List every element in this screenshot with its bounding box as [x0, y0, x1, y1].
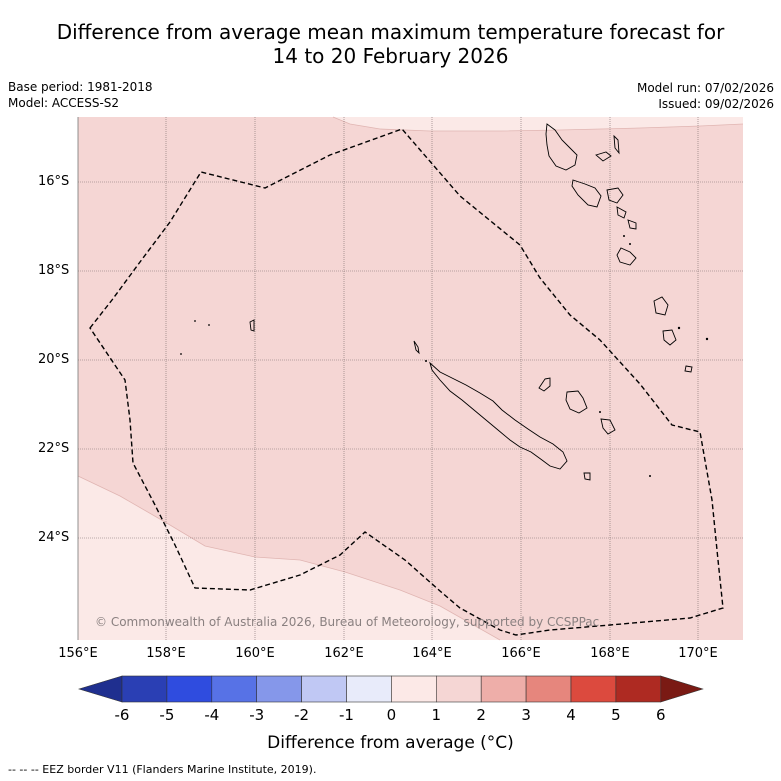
colorbar-tick-label: 0 [386, 706, 397, 724]
issued-date: Issued: 09/02/2026 [658, 97, 774, 111]
title-line-2: 14 to 20 February 2026 [272, 44, 509, 68]
copyright-notice: © Commonwealth of Australia 2026, Bureau… [95, 615, 600, 629]
model-name: Model: ACCESS-S2 [8, 96, 120, 110]
colorbar-tick-label: 6 [656, 706, 666, 724]
graticule [78, 117, 743, 640]
colorbar-swatch [480, 675, 527, 703]
colorbar-swatch [256, 675, 302, 703]
colorbar-swatch [615, 675, 662, 703]
colorbar-tick-label: -1 [339, 706, 354, 724]
colorbar-tick-label: -4 [204, 706, 220, 724]
lon-label-166e: 166°E [501, 646, 541, 661]
contour-line-north [332, 116, 744, 132]
colorbar-swatch [435, 675, 482, 703]
colorbar-extend-low [77, 675, 123, 703]
lon-label-156e: 156°E [58, 646, 98, 661]
lon-label-162e: 162°E [324, 646, 364, 661]
anomaly-fill-light-southwest [78, 476, 500, 640]
lon-label-160e: 160°E [235, 646, 275, 661]
model-run: Model run: 07/02/2026 [636, 81, 774, 95]
colorbar-swatch [166, 675, 213, 703]
small-islands [180, 235, 709, 477]
colorbar-tick-label: -3 [249, 706, 265, 724]
colorbar-swatch [570, 675, 617, 703]
colorbar-tick-label: 4 [566, 706, 576, 724]
anomaly-fill-light-north [333, 117, 743, 131]
colorbar-tick-label: -5 [159, 706, 175, 724]
colorbar-tick-label: 3 [521, 706, 531, 724]
colorbar-title: Difference from average (°C) [267, 733, 514, 753]
colorbar-tick-label: 2 [476, 706, 486, 724]
colorbar-tick-label: -6 [114, 706, 130, 724]
colorbar-swatch [391, 675, 437, 703]
lat-label-22s: 22°S [38, 441, 70, 456]
lat-label-16s: 16°S [38, 174, 70, 189]
lon-label-170e: 170°E [678, 646, 718, 661]
colorbar-swatch [121, 675, 168, 703]
colorbar-swatch [525, 675, 572, 703]
lon-label-168e: 168°E [590, 646, 630, 661]
lat-label-24s: 24°S [38, 530, 70, 545]
colorbar-swatch [211, 675, 258, 703]
lat-label-18s: 18°S [38, 263, 70, 278]
colorbar-tick-label: -2 [294, 706, 310, 724]
colorbar-tick-label: 1 [431, 706, 442, 724]
eez-border [89, 128, 724, 636]
lat-label-20s: 20°S [38, 352, 70, 367]
coastline-vanuatu [249, 123, 693, 373]
lon-label-164e: 164°E [412, 646, 452, 661]
colorbar-swatch [301, 675, 347, 703]
base-period: Base period: 1981-2018 [8, 80, 153, 94]
colorbar-extend-high [660, 675, 704, 703]
lon-label-158e: 158°E [146, 646, 186, 661]
colorbar-swatch [346, 675, 392, 703]
coastline-new-caledonia [413, 340, 616, 481]
title-line-1: Difference from average mean maximum tem… [56, 20, 725, 44]
eez-footnote: -- -- -- EEZ border V11 (Flanders Marine… [8, 763, 317, 776]
contour-line-southwest [77, 475, 501, 641]
colorbar-tick-label: 5 [611, 706, 621, 724]
